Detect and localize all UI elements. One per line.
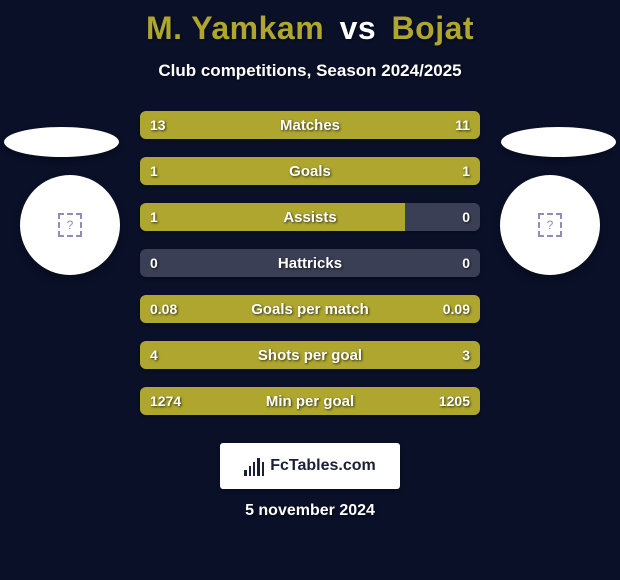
stat-row: Goals11	[140, 157, 480, 185]
stat-bar-left	[140, 203, 405, 231]
fctables-text: FcTables.com	[270, 457, 376, 475]
stat-bar-right	[310, 157, 480, 185]
vs-text: vs	[340, 10, 377, 46]
stat-bar-left	[140, 341, 334, 369]
player1-club-badge-placeholder: ?	[58, 213, 82, 237]
stat-bar-left	[140, 295, 300, 323]
player1-name: M. Yamkam	[146, 10, 324, 46]
stat-bar-right	[334, 341, 480, 369]
stat-bar-right	[300, 295, 480, 323]
source-logo: FcTables.com	[220, 443, 400, 489]
stat-row: Shots per goal43	[140, 341, 480, 369]
player2-club-badge-placeholder: ?	[538, 213, 562, 237]
stat-value-right: 0	[452, 249, 480, 277]
stat-bar-left	[140, 157, 310, 185]
stat-row: Hattricks0 0	[140, 249, 480, 277]
subtitle: Club competitions, Season 2024/2025	[0, 61, 620, 81]
player2-name: Bojat	[392, 10, 475, 46]
player2-banner-ellipse	[501, 127, 616, 157]
stats-bars: Matches1311Goals11Assists10Hattricks00Go…	[140, 111, 480, 433]
stat-bar-right	[313, 387, 480, 415]
player1-banner-ellipse	[4, 127, 119, 157]
stat-value-left: 0	[140, 249, 168, 277]
fctables-icon	[244, 456, 264, 476]
player1-club-circle: ?	[20, 175, 120, 275]
stat-bar-right	[324, 111, 480, 139]
stat-bar-left	[140, 111, 324, 139]
stat-row: Assists10	[140, 203, 480, 231]
stat-row: Matches1311	[140, 111, 480, 139]
comparison-title: M. Yamkam vs Bojat	[0, 0, 620, 47]
player2-club-circle: ?	[500, 175, 600, 275]
snapshot-date: 5 november 2024	[0, 502, 620, 520]
stat-value-right: 0	[452, 203, 480, 231]
stat-bar-left	[140, 387, 313, 415]
stat-label: Hattricks	[140, 249, 480, 277]
stat-row: Goals per match0.080.09	[140, 295, 480, 323]
stat-row: Min per goal12741205	[140, 387, 480, 415]
